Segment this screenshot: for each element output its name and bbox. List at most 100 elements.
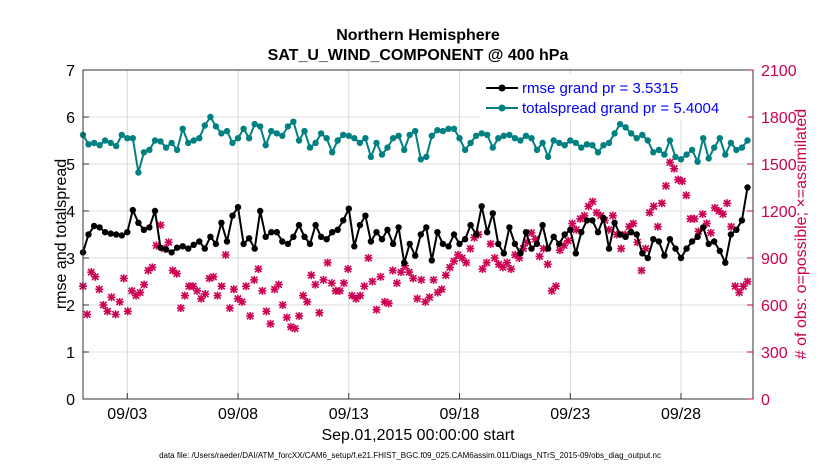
- spread-point: [506, 131, 513, 139]
- rmse-point: [240, 240, 247, 248]
- obs-assimilated-point: [123, 307, 132, 316]
- obs-assimilated-point: [136, 288, 145, 297]
- rmse-point: [628, 229, 635, 236]
- rmse-point: [185, 245, 192, 252]
- spread-point: [589, 142, 596, 149]
- spread-point: [672, 153, 679, 161]
- rmse-point: [622, 233, 629, 240]
- rmse-point: [517, 250, 524, 257]
- obs-assimilated-point: [99, 301, 108, 309]
- rmse-point: [572, 250, 579, 257]
- rmse-point: [666, 236, 674, 243]
- x-axis: 09/03 09/08 09/13 09/18 09/23 09/28: [107, 393, 701, 423]
- legend-rmse-label: rmse grand pr = 3.5315: [522, 80, 678, 97]
- spread-point: [456, 135, 463, 142]
- spread-point: [317, 130, 325, 137]
- rmse-point: [384, 226, 391, 233]
- rmse-point: [323, 236, 330, 243]
- spread-point: [129, 135, 136, 142]
- spread-point: [744, 137, 751, 144]
- obs-assimilated-point: [282, 313, 291, 322]
- rmse-point: [401, 259, 408, 266]
- spread-point: [378, 151, 386, 158]
- rmse-point: [661, 252, 668, 259]
- rmse-point: [190, 241, 197, 248]
- rmse-point: [124, 229, 131, 236]
- rmse-point: [583, 217, 591, 224]
- spread-point: [472, 132, 480, 139]
- legend-spread-marker: [498, 104, 506, 112]
- spread-point: [151, 137, 159, 144]
- obs-assimilated-point: [543, 260, 552, 269]
- data-file-footnote: data file: /Users/raeder/DAI/ATM_forcXX/…: [159, 451, 661, 460]
- obs-series: [79, 158, 752, 333]
- spread-series: [79, 113, 751, 176]
- obs-assimilated-point: [323, 258, 332, 267]
- rmse-point: [362, 212, 369, 219]
- obs-assimilated-point: [617, 244, 626, 253]
- y2-tick-label: 0: [761, 392, 770, 409]
- rmse-point: [500, 250, 507, 257]
- obs-assimilated-point: [246, 312, 255, 320]
- rmse-point: [268, 229, 275, 236]
- spread-point: [439, 127, 447, 135]
- spread-point: [373, 139, 380, 147]
- rmse-point: [85, 231, 92, 238]
- y-tick-label: 0: [66, 392, 75, 409]
- obs-assimilated-point: [107, 293, 116, 302]
- spread-point: [467, 139, 474, 147]
- rmse-point: [528, 245, 535, 252]
- obs-assimilated-point: [307, 271, 316, 280]
- obs-assimilated-point: [291, 324, 299, 333]
- rmse-point: [234, 204, 242, 211]
- rmse-point: [600, 214, 607, 222]
- spread-point: [434, 127, 441, 134]
- y2-tick-label: 600: [761, 298, 788, 315]
- spread-point: [401, 146, 408, 154]
- x-axis-label: Sep.01,2015 00:00:00 start: [321, 427, 515, 444]
- rmse-point: [229, 212, 236, 219]
- spread-point: [644, 137, 651, 144]
- spread-point: [722, 151, 729, 158]
- obs-assimilated-point: [221, 250, 230, 259]
- spread-point: [85, 141, 92, 148]
- spread-point: [484, 131, 491, 139]
- rmse-point: [101, 229, 109, 236]
- spread-point: [594, 149, 602, 156]
- rmse-point: [423, 224, 430, 231]
- obs-assimilated-point: [384, 299, 393, 308]
- spread-point: [306, 144, 314, 151]
- rmse-point: [118, 232, 126, 239]
- obs-assimilated-point: [527, 228, 536, 237]
- y2-tick-label: 900: [761, 251, 788, 268]
- spread-point: [633, 135, 640, 142]
- rmse-point: [727, 231, 735, 238]
- obs-assimilated-point: [564, 236, 573, 245]
- obs-assimilated-point: [254, 265, 263, 273]
- obs-assimilated-point: [735, 288, 744, 297]
- rmse-point: [417, 231, 424, 238]
- spread-point: [273, 130, 280, 137]
- rmse-point: [556, 240, 563, 248]
- obs-assimilated-point: [364, 254, 373, 262]
- spread-point: [356, 139, 364, 147]
- chart-title: Northern Hemisphere: [336, 27, 500, 44]
- spread-point: [628, 130, 635, 137]
- rmse-point: [340, 217, 347, 224]
- y2-axis-label: # of obs: o=possible; ×=assimilated: [793, 109, 810, 359]
- rmse-point: [450, 231, 458, 238]
- obs-assimilated-point: [397, 268, 405, 277]
- spread-point: [727, 139, 735, 147]
- spread-point: [544, 153, 552, 161]
- rmse-point: [223, 238, 231, 245]
- rmse-point: [146, 224, 153, 231]
- spread-point: [561, 142, 568, 149]
- spread-point: [556, 139, 563, 147]
- spread-point: [113, 142, 120, 150]
- spread-point: [312, 139, 319, 147]
- spread-point: [229, 139, 236, 147]
- rmse-point: [472, 231, 480, 238]
- spread-point: [362, 135, 369, 142]
- obs-assimilated-point: [666, 158, 674, 167]
